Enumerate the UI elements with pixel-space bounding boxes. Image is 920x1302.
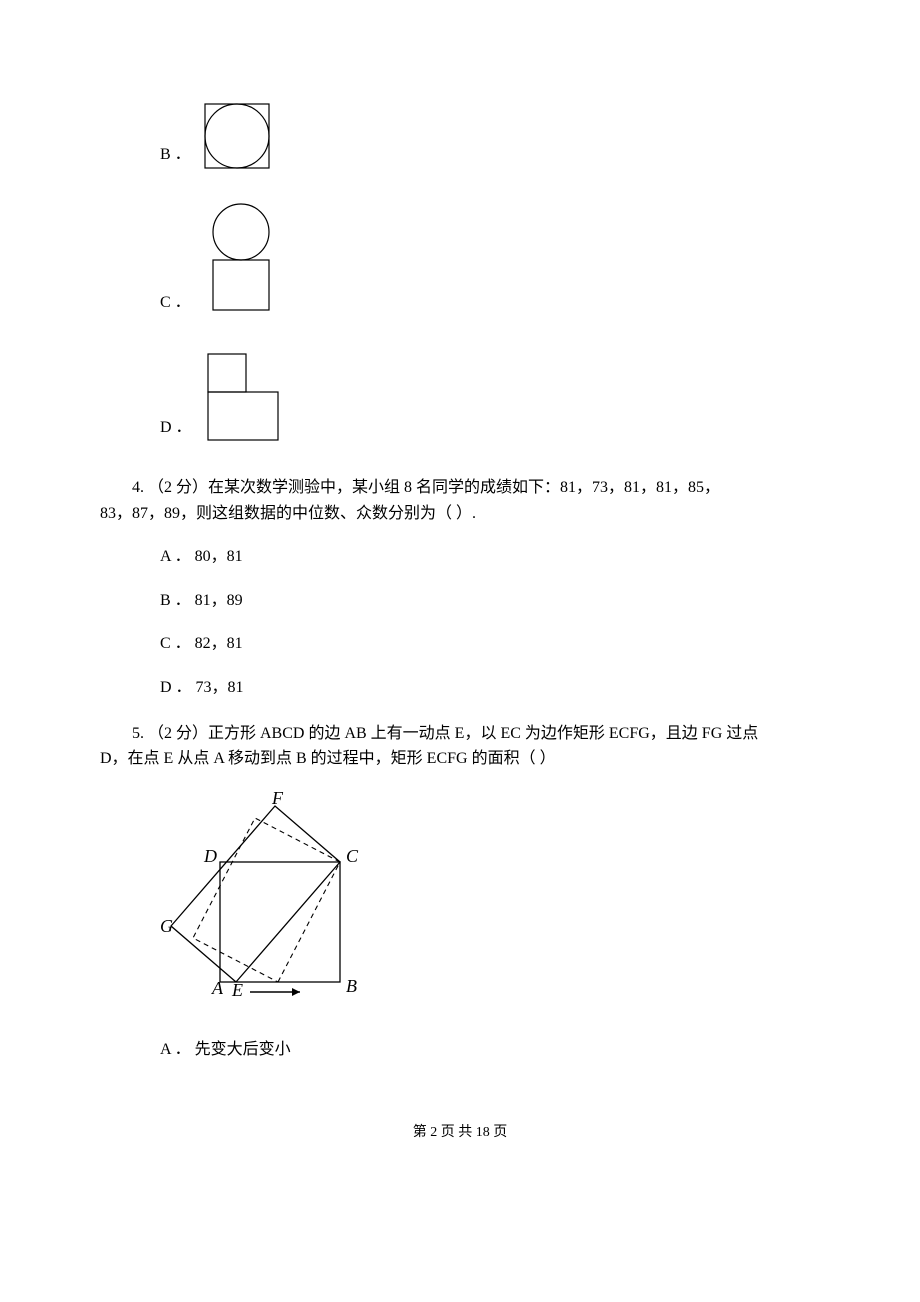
option-d-figure [202, 350, 292, 445]
option-b-row: B ． [160, 100, 820, 172]
q5-line1: 5. （2 分）正方形 ABCD 的边 AB 上有一动点 E，以 EC 为边作矩… [100, 721, 820, 747]
option-d-label: D ． [160, 415, 192, 445]
option-c-label: C ． [160, 290, 191, 320]
page-footer: 第 2 页 共 18 页 [100, 1122, 820, 1144]
label-C: C [346, 846, 359, 866]
label-G: G [160, 916, 173, 936]
q5-figure: A E B C D F G [160, 792, 390, 1017]
q4-option-d: D ． 73，81 [160, 675, 820, 701]
q4-line1: 4. （2 分）在某次数学测验中，某小组 8 名同学的成绩如下：81，73，81… [100, 475, 820, 501]
q4-option-c: C ． 82，81 [160, 631, 820, 657]
q5-figure-wrap: A E B C D F G [160, 792, 820, 1017]
option-d-row: D ． [160, 350, 820, 445]
option-c-figure [201, 202, 281, 320]
q4-option-a: A ． 80，81 [160, 544, 820, 570]
q4-line2: 83，87，89，则这组数据的中位数、众数分别为（ ）. [100, 501, 820, 527]
label-F: F [271, 792, 284, 808]
label-A: A [211, 978, 224, 998]
q5-option-a: A ． 先变大后变小 [160, 1037, 820, 1063]
q5-line2: D，在点 E 从点 A 移动到点 B 的过程中，矩形 ECFG 的面积（ ） [100, 746, 820, 772]
option-b-figure [201, 100, 273, 172]
label-E: E [231, 980, 243, 1000]
option-b-label: B ． [160, 142, 191, 172]
q4-option-b: B ． 81，89 [160, 588, 820, 614]
option-c-row: C ． [160, 202, 820, 320]
label-B: B [346, 976, 357, 996]
label-D: D [203, 846, 217, 866]
